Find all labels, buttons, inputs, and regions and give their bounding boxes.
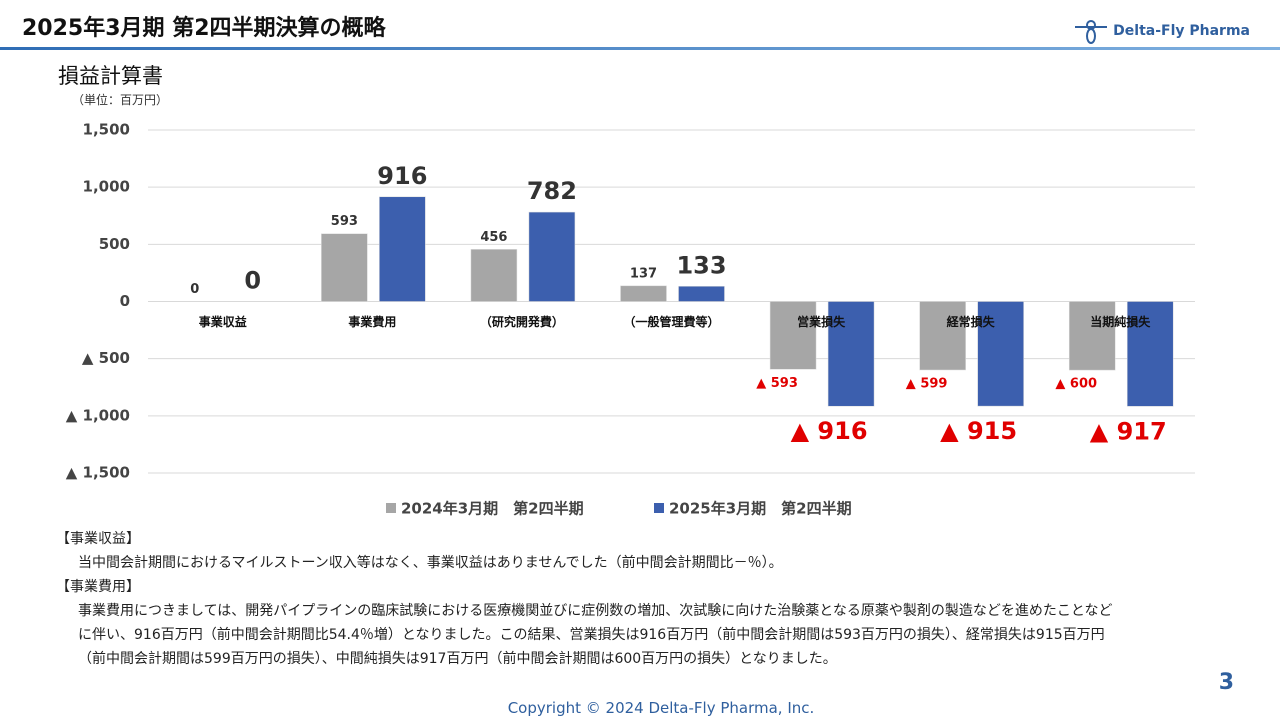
value-label: ▲ 915 bbox=[940, 417, 1017, 445]
value-label: 137 bbox=[630, 266, 657, 281]
value-label: ▲ 917 bbox=[1090, 417, 1167, 445]
bar bbox=[1126, 301, 1174, 407]
bar bbox=[827, 301, 875, 407]
note-heading: 【事業収益】 bbox=[56, 531, 140, 547]
x-tick-label: 当期純損失 bbox=[1090, 314, 1151, 329]
bar bbox=[528, 211, 576, 302]
note-line: 事業費用につきましては、開発パイプラインの臨床試験における医療機関並びに症例数の… bbox=[78, 603, 1113, 619]
bar bbox=[919, 301, 966, 371]
value-label: 0 bbox=[244, 267, 261, 295]
value-label: ▲ 600 bbox=[1055, 377, 1097, 392]
value-label: 782 bbox=[527, 177, 577, 205]
header-rule bbox=[0, 47, 1280, 50]
note-line: （前中間会計期間は599百万円の損失）、中間純損失は917百万円（前中間会計期間… bbox=[78, 651, 837, 667]
chart-title: 損益計算書 bbox=[58, 64, 163, 88]
y-tick-label: 500 bbox=[99, 235, 130, 253]
value-label: 456 bbox=[480, 230, 507, 245]
note-line: 当中間会計期間におけるマイルストーン収入等はなく、事業収益はありませんでした（前… bbox=[78, 555, 783, 571]
notes: 【事業収益】当中間会計期間におけるマイルストーン収入等はなく、事業収益はありませ… bbox=[56, 527, 1236, 671]
y-tick-label: 1,500 bbox=[83, 121, 130, 139]
unit-label: （単位：百万円） bbox=[72, 93, 169, 107]
logo-icon bbox=[1075, 20, 1108, 44]
bar bbox=[678, 286, 725, 302]
logo-text: Delta-Fly Pharma bbox=[1113, 23, 1250, 39]
bar bbox=[379, 196, 426, 302]
chart: 1,500 1,000 500 0 ▲ 500 ▲ 1,000 ▲ 1,500 0 0 事業収益 5… bbox=[66, 121, 1195, 518]
x-tick-label: 営業損失 bbox=[797, 314, 846, 329]
value-label: 916 bbox=[377, 162, 427, 190]
bar bbox=[977, 301, 1024, 407]
y-tick-label: 0 bbox=[120, 292, 130, 310]
y-tick-label: ▲ 1,500 bbox=[66, 464, 130, 482]
page-number: 3 bbox=[1218, 670, 1234, 695]
copyright: Copyright © 2024 Delta-Fly Pharma, Inc. bbox=[507, 699, 815, 717]
y-tick-label: ▲ 1,000 bbox=[66, 406, 130, 424]
x-tick-label: 事業費用 bbox=[348, 314, 396, 329]
bar bbox=[321, 233, 368, 302]
logo: Delta-Fly Pharma bbox=[1073, 18, 1250, 44]
note-heading: 【事業費用】 bbox=[56, 579, 140, 595]
note-line: に伴い、916百万円（前中間会計期間比54.4％増）となりました。この結果、営業… bbox=[78, 627, 1105, 643]
bar bbox=[620, 285, 667, 302]
bar bbox=[470, 249, 518, 302]
x-tick-label: （研究開発費） bbox=[480, 314, 564, 329]
x-tick-label: （一般管理費等） bbox=[623, 314, 719, 329]
legend-label: 2024年3月期 第2四半期 bbox=[401, 500, 584, 518]
legend-swatch bbox=[386, 503, 396, 513]
value-label: ▲ 916 bbox=[791, 417, 868, 445]
bar bbox=[1068, 301, 1116, 371]
value-label: 133 bbox=[676, 251, 726, 279]
x-tick-label: 経常損失 bbox=[947, 314, 996, 329]
bar bbox=[769, 301, 817, 370]
value-label: 0 bbox=[190, 282, 199, 297]
legend-label: 2025年3月期 第2四半期 bbox=[669, 500, 852, 518]
value-label: ▲ 599 bbox=[906, 376, 948, 391]
y-tick-label: ▲ 500 bbox=[82, 349, 130, 367]
legend-swatch bbox=[654, 503, 664, 513]
slide-title: 2025年3月期 第2四半期決算の概略 bbox=[22, 16, 386, 41]
value-label: 593 bbox=[331, 214, 358, 229]
y-tick-label: 1,000 bbox=[83, 178, 130, 196]
x-tick-label: 事業収益 bbox=[199, 314, 247, 329]
value-label: ▲ 593 bbox=[756, 376, 798, 391]
